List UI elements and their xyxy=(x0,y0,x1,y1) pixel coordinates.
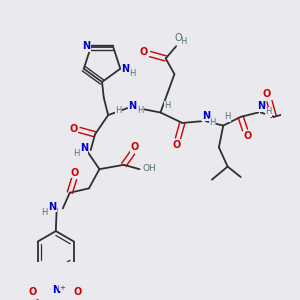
Text: O: O xyxy=(140,47,148,57)
Text: H: H xyxy=(210,118,216,127)
Text: N: N xyxy=(52,285,60,296)
Text: H: H xyxy=(116,106,122,115)
Text: N: N xyxy=(80,143,88,153)
Text: N: N xyxy=(82,41,91,51)
Text: O: O xyxy=(28,287,36,297)
Text: O: O xyxy=(71,168,79,178)
Text: O: O xyxy=(172,140,180,150)
Text: H: H xyxy=(73,149,79,158)
Text: H: H xyxy=(41,208,48,217)
Text: OH: OH xyxy=(142,164,156,173)
Text: H: H xyxy=(137,106,144,115)
Text: N: N xyxy=(122,64,130,74)
Text: N: N xyxy=(257,101,265,111)
Text: -: - xyxy=(35,296,38,300)
Text: H: H xyxy=(164,101,171,110)
Text: H: H xyxy=(129,69,136,78)
Text: H: H xyxy=(180,38,186,46)
Text: O: O xyxy=(69,124,77,134)
Text: O: O xyxy=(174,33,182,43)
Text: O: O xyxy=(130,142,138,152)
Text: N: N xyxy=(128,101,136,111)
Text: H: H xyxy=(224,112,231,122)
Text: N: N xyxy=(48,202,56,212)
Text: +: + xyxy=(59,285,65,291)
Text: O: O xyxy=(263,89,271,99)
Text: N: N xyxy=(202,111,210,121)
Text: O: O xyxy=(244,131,252,141)
Text: H: H xyxy=(266,107,272,116)
Text: O: O xyxy=(74,287,82,297)
